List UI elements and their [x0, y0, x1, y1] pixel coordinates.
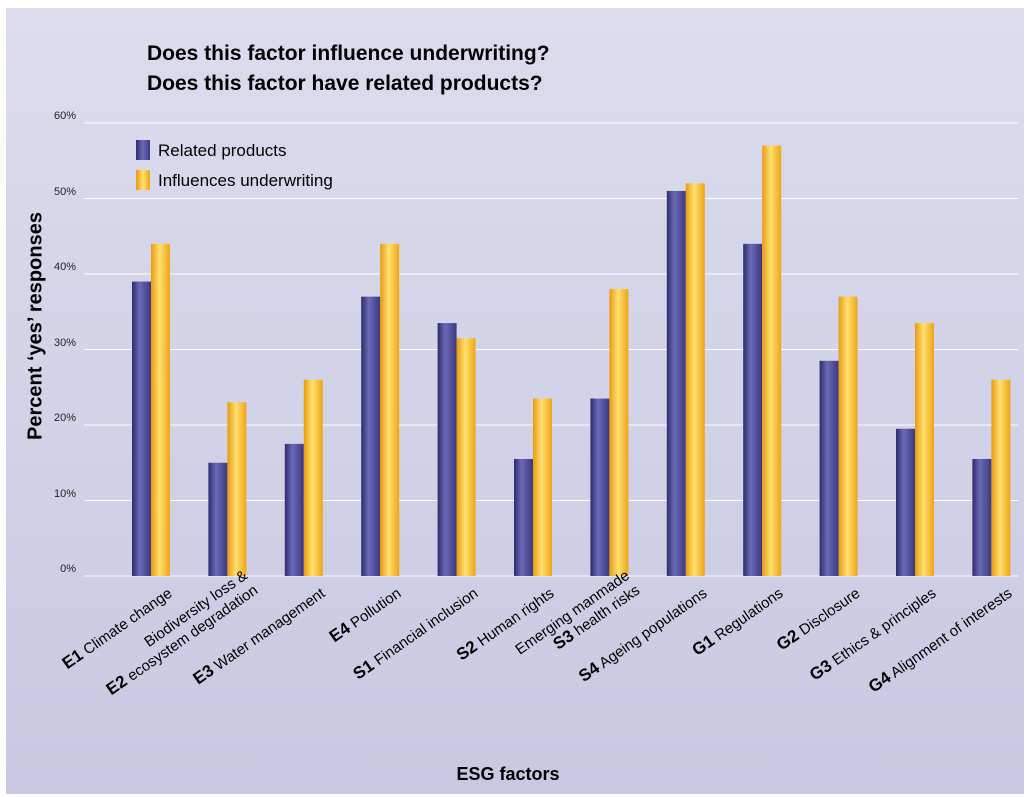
y-tick-label: 60% [53, 110, 76, 122]
chart-frame: Does this factor influence underwriting?… [6, 8, 1024, 794]
bar-s4-influences-underwriting [685, 183, 705, 576]
y-tick-label: 50% [53, 185, 76, 198]
bar-s2-influences-underwriting [533, 398, 552, 576]
bar-e2-influences-underwriting [227, 402, 247, 576]
bar-e3-related-products [284, 443, 304, 576]
chart-plot [84, 122, 1018, 577]
bar-g2-influences-underwriting [838, 296, 858, 576]
bar-g1-influences-underwriting [762, 145, 782, 576]
bar-s1-influences-underwriting [456, 338, 476, 576]
legend-swatch-related-products [136, 140, 150, 160]
legend-label: Influences underwriting [158, 171, 333, 190]
chart-subtitle: Does this factor have related products? [147, 72, 543, 95]
y-tick-label: 10% [53, 487, 76, 500]
y-tick-label: 30% [53, 336, 76, 349]
bar-e1-influences-underwriting [151, 243, 170, 577]
bar-s2-related-products [514, 458, 533, 576]
bar-g3-related-products [896, 428, 915, 576]
bar-g2-related-products [819, 360, 839, 576]
bar-e1-related-products [132, 281, 151, 576]
y-tick-label: 20% [53, 412, 76, 424]
bar-e3-influences-underwriting [303, 379, 323, 576]
x-axis-title: ESG factors [456, 764, 560, 784]
y-tick-label: 0% [60, 563, 76, 575]
bar-s3-related-products [590, 398, 610, 576]
legend-swatch-influences-underwriting [136, 170, 150, 190]
chart-title: Does this factor influence underwriting? [147, 42, 550, 65]
bar-g4-influences-underwriting [991, 379, 1011, 576]
bar-g3-influences-underwriting [915, 323, 934, 576]
y-tick-label: 40% [53, 261, 76, 273]
bar-e4-related-products [361, 296, 381, 576]
bar-e4-influences-underwriting [380, 243, 400, 577]
bar-g1-related-products [743, 243, 763, 577]
bar-s1-related-products [437, 323, 457, 576]
y-axis-title: Percent ‘yes’ responses [24, 212, 47, 440]
legend-label: Related products [158, 141, 287, 160]
bar-g4-related-products [972, 458, 992, 576]
bar-s3-influences-underwriting [609, 289, 629, 576]
bar-s4-related-products [666, 190, 686, 576]
bar-e2-related-products [208, 462, 228, 576]
